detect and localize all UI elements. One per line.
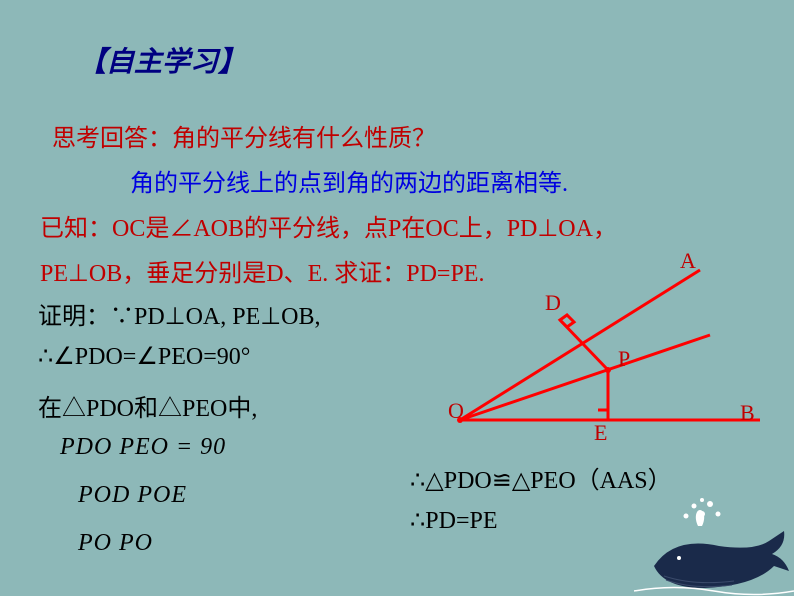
known-line-2: PE⊥OB，垂足分别是D、E. 求证：PD=PE. — [40, 253, 484, 288]
slide: 【自主学习】 思考回答：角的平分线有什么性质？ 角的平分线上的点到角的两边的距离… — [0, 0, 794, 596]
whale-decoration — [634, 496, 794, 596]
answer-text: 角的平分线上的点到角的两边的距离相等. — [130, 163, 568, 198]
diagram-label-p: P — [618, 346, 630, 372]
question-text: 思考回答：角的平分线有什么性质？ — [52, 118, 436, 153]
system-line-3: PO PO — [78, 530, 153, 557]
section-heading: 【自主学习】 — [78, 40, 246, 80]
system-line-2: POD POE — [78, 482, 187, 509]
system-line-1: PDO PEO = 90 — [60, 434, 226, 461]
diagram-label-a: A — [680, 248, 696, 274]
diagram-label-o: O — [448, 398, 464, 424]
proof-line-2: ∴∠PDO=∠PEO=90° — [38, 342, 250, 371]
known-line-1: 已知：OC是∠AOB的平分线，点P在OC上，PD⊥OA， — [40, 208, 617, 243]
diagram-label-e: E — [594, 420, 607, 446]
conclusion-line-1: ∴△PDO≌△PEO（AAS） — [410, 460, 672, 495]
diagram-label-d: D — [545, 290, 561, 316]
proof-line-3: 在△PDO和△PEO中, — [38, 388, 257, 423]
proof-line-1: 证明：∵PD⊥OA, PE⊥OB, — [38, 296, 321, 331]
diagram-label-b: B — [740, 400, 755, 426]
conclusion-line-2: ∴PD=PE — [410, 506, 498, 535]
